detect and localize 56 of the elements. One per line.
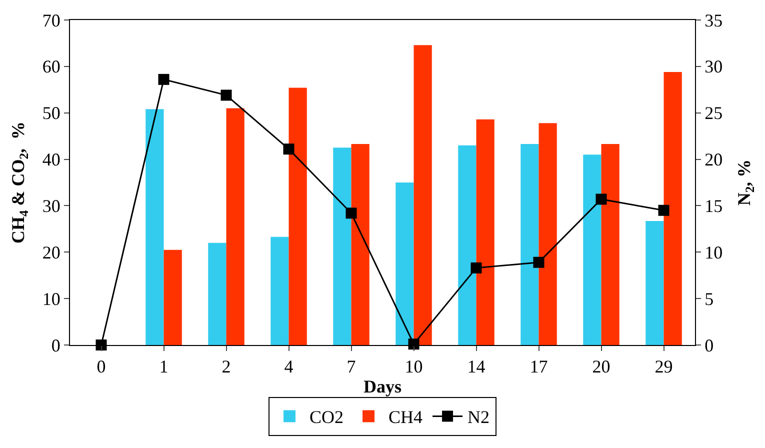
x-tick-label: 2 <box>222 356 231 377</box>
x-tick-label: 14 <box>467 356 486 377</box>
y-tick-label: 60 <box>42 56 60 77</box>
x-tick-label: 29 <box>654 356 673 377</box>
y2-tick-label: 0 <box>704 335 714 356</box>
x-tick-label: 0 <box>96 356 106 377</box>
y-tick-label: 0 <box>51 335 60 356</box>
y2-tick-label: 15 <box>704 196 723 216</box>
bar <box>270 236 289 345</box>
y-tick-label: 30 <box>42 196 60 216</box>
bar <box>226 108 244 345</box>
bar <box>146 109 164 345</box>
point <box>470 262 482 274</box>
x-tick-label: 1 <box>159 356 168 377</box>
bar <box>333 148 352 345</box>
bar <box>664 72 682 345</box>
legend-label: CO2 <box>310 407 344 428</box>
x-tick-label: 17 <box>530 356 548 377</box>
y-tick-label: 50 <box>42 103 60 124</box>
point <box>158 74 170 85</box>
bar <box>646 221 664 345</box>
y2-tick-label: 25 <box>704 103 723 124</box>
point <box>346 208 357 219</box>
x-tick-label: 4 <box>284 356 294 377</box>
y2-tick-label: 30 <box>704 56 723 77</box>
point <box>220 90 232 101</box>
y-tick-label: 10 <box>42 288 60 309</box>
bar <box>476 119 494 345</box>
bar <box>583 154 602 345</box>
bar <box>414 45 432 345</box>
bar <box>458 145 476 345</box>
y2-tick-label: 5 <box>704 288 714 309</box>
y-tick-label: 70 <box>42 10 60 30</box>
y2-tick-label: 20 <box>704 150 723 170</box>
bar <box>208 242 226 345</box>
point <box>596 194 607 205</box>
bar <box>520 144 539 345</box>
x-tick-label: 20 <box>592 356 610 377</box>
x-tick-label: 10 <box>404 356 423 377</box>
point <box>533 256 544 268</box>
bar <box>288 88 307 345</box>
bar <box>164 250 182 345</box>
legend-label: N2 <box>468 407 490 428</box>
x-tick-label: 7 <box>346 356 356 377</box>
x-axis-title: Days <box>363 376 402 397</box>
y-tick-label: 20 <box>42 242 60 262</box>
y2-tick-label: 10 <box>704 242 723 262</box>
y2-tick-label: 35 <box>704 10 723 30</box>
bar <box>351 144 370 345</box>
bar <box>396 182 414 345</box>
y-tick-label: 40 <box>42 150 60 170</box>
bar <box>601 144 620 345</box>
bar <box>538 123 557 345</box>
point <box>658 204 670 216</box>
legend-label: CH4 <box>388 407 423 428</box>
point <box>283 144 294 155</box>
